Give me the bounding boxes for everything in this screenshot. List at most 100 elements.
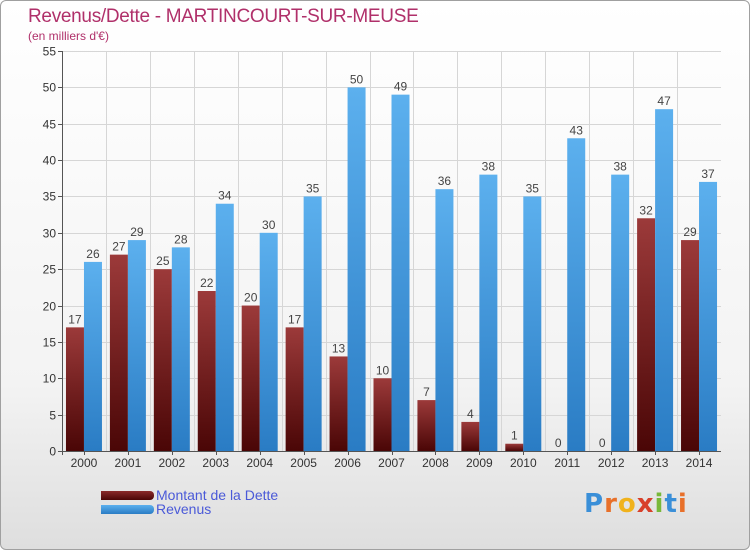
bars <box>65 87 718 452</box>
logo-letter: i <box>654 489 665 519</box>
chart-title: Revenus/Dette - MARTINCOURT-SUR-MEUSE <box>28 6 419 27</box>
data-label: 1 <box>511 429 518 443</box>
legend-swatch-dette <box>101 491 154 500</box>
data-label: 28 <box>174 232 188 246</box>
data-label: 36 <box>438 174 452 188</box>
x-tick-label: 2004 <box>246 456 273 470</box>
bar-dette <box>285 327 304 451</box>
data-label: 47 <box>657 94 671 108</box>
data-label: 26 <box>86 247 100 261</box>
bar-dette <box>637 218 656 451</box>
legend-swatch-revenus <box>101 505 154 514</box>
bar-dette <box>153 269 172 451</box>
y-tick-label: 55 <box>43 45 57 59</box>
legend-label-dette: Montant de la Dette <box>156 487 279 503</box>
bar-revenus <box>523 196 542 451</box>
data-label: 34 <box>218 189 232 203</box>
x-tick-label: 2014 <box>686 456 713 470</box>
bar-revenus <box>435 189 454 451</box>
data-label: 20 <box>244 291 258 305</box>
x-tick-label: 2008 <box>422 456 449 470</box>
logo-letter: r <box>604 489 618 519</box>
y-tick-label: 15 <box>43 336 57 350</box>
data-label: 4 <box>467 407 474 421</box>
x-tick-label: 2000 <box>71 456 98 470</box>
bar-revenus <box>655 109 674 451</box>
x-tick-label: 2002 <box>158 456 185 470</box>
bar-revenus <box>259 232 278 451</box>
bar-revenus <box>303 196 322 451</box>
y-tick-label: 30 <box>43 227 57 241</box>
bar-revenus <box>479 174 498 452</box>
x-tick-label: 2006 <box>334 456 361 470</box>
bar-dette <box>329 356 348 451</box>
data-label: 0 <box>599 436 606 450</box>
grid-lines <box>62 51 721 451</box>
bar-dette <box>241 305 260 451</box>
y-tick-label: 20 <box>43 300 57 314</box>
logo-letter: o <box>617 489 637 519</box>
bar-revenus <box>699 181 718 451</box>
data-label: 29 <box>683 225 697 239</box>
x-tick-label: 2011 <box>554 456 580 470</box>
data-label: 13 <box>332 341 346 355</box>
bar-revenus <box>391 94 410 452</box>
bar-dette <box>505 443 524 451</box>
x-tick-label: 2005 <box>290 456 317 470</box>
x-tick-label: 2009 <box>466 456 493 470</box>
data-label: 49 <box>394 80 408 94</box>
data-label: 17 <box>68 312 82 326</box>
x-tick-label: 2003 <box>202 456 229 470</box>
bar-revenus <box>83 261 102 451</box>
y-tick-label: 10 <box>43 372 57 386</box>
logo-letter: i <box>677 489 688 519</box>
x-tick-label: 2010 <box>510 456 537 470</box>
x-tick-label: 2013 <box>642 456 669 470</box>
bar-revenus <box>127 240 146 451</box>
bar-revenus <box>347 87 366 451</box>
y-tick-label: 5 <box>49 409 56 423</box>
data-label: 0 <box>555 436 562 450</box>
data-label: 35 <box>526 181 540 195</box>
data-label: 22 <box>200 276 214 290</box>
y-tick-label: 40 <box>43 154 57 168</box>
data-label: 30 <box>262 218 276 232</box>
data-label: 38 <box>613 160 627 174</box>
bar-dette <box>373 378 392 451</box>
y-tick-label: 35 <box>43 190 57 204</box>
data-label: 50 <box>350 72 364 86</box>
chart-subtitle: (en milliers d'€) <box>28 29 109 43</box>
data-label: 38 <box>482 160 496 174</box>
data-label: 10 <box>376 363 390 377</box>
x-tick-label: 2007 <box>378 456 405 470</box>
x-tick-label: 2001 <box>115 456 142 470</box>
logo-letter: P <box>584 489 605 519</box>
data-label: 29 <box>130 225 144 239</box>
bar-dette <box>417 400 436 451</box>
logo-letter: t <box>664 489 678 519</box>
data-label: 27 <box>112 240 126 254</box>
data-label: 35 <box>306 181 320 195</box>
bar-dette <box>681 240 700 451</box>
bar-dette <box>109 254 128 451</box>
y-tick-label: 25 <box>43 263 57 277</box>
y-tick-label: 45 <box>43 118 57 132</box>
bar-dette <box>197 291 216 451</box>
data-label: 7 <box>423 385 430 399</box>
data-label: 25 <box>156 254 170 268</box>
data-label: 43 <box>570 123 584 137</box>
bar-dette <box>461 421 480 451</box>
bar-revenus <box>567 138 586 452</box>
y-tick-label: 50 <box>43 81 57 95</box>
legend-label-revenus: Revenus <box>156 501 212 517</box>
data-label: 32 <box>639 203 653 217</box>
bar-dette <box>65 327 84 451</box>
bar-revenus <box>171 247 190 451</box>
proxiti-logo: Proxiti <box>584 489 688 519</box>
logo-letter: x <box>636 489 655 519</box>
data-label: 37 <box>701 167 715 181</box>
